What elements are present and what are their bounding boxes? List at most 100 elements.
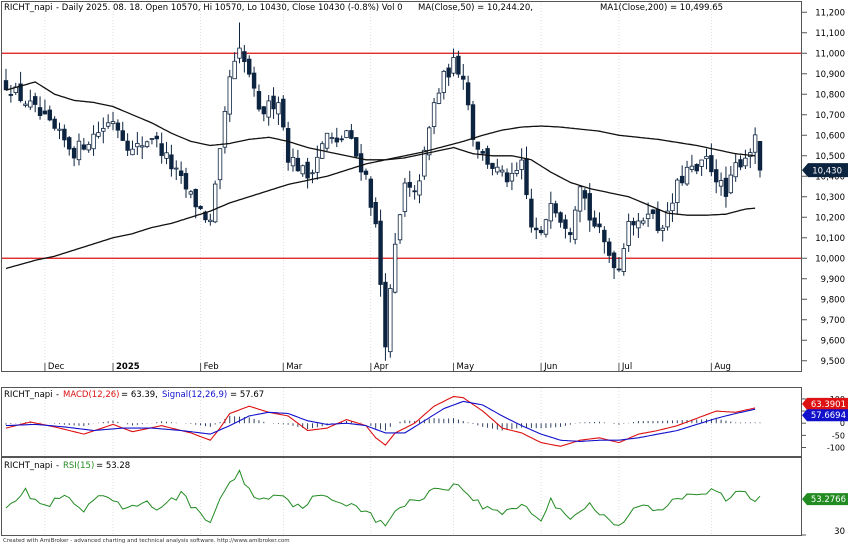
- price-ytick-label: 9,700: [821, 316, 845, 326]
- price-candle-body: [251, 72, 257, 89]
- price-candle-body: [577, 186, 583, 212]
- price-candle-body: [169, 154, 174, 170]
- price-candle-body: [417, 180, 422, 196]
- price-panel-frame: [1, 1, 802, 372]
- price-candle-body: [538, 229, 544, 234]
- price-ytick-label: 9,600: [821, 336, 845, 346]
- rsi-grid: [44, 458, 712, 535]
- price-candle-body: [626, 221, 631, 246]
- price-candle-body: [183, 173, 189, 190]
- price-candle-body: [553, 203, 558, 214]
- price-candle-body: [699, 159, 704, 167]
- macd-title-sep: -: [56, 390, 59, 400]
- price-ytick-label: 10,000: [815, 254, 845, 264]
- price-candle-body: [76, 140, 82, 161]
- price-ytick-label: 11,200: [815, 8, 845, 18]
- price-candle-body: [465, 82, 471, 106]
- price-candle-body: [650, 209, 656, 214]
- price-candle-body: [563, 219, 568, 229]
- price-candle-body: [422, 149, 427, 177]
- price-candle-body: [509, 172, 515, 182]
- price-ytick-label: 9,800: [821, 295, 845, 305]
- price-candle-body: [665, 210, 670, 228]
- price-candle-body: [485, 148, 490, 165]
- price-candle-body: [164, 152, 169, 159]
- macd-lines: [5, 395, 756, 447]
- price-candle-body: [514, 170, 519, 174]
- price-candle-body: [242, 51, 247, 63]
- macd-panel-frame: [1, 387, 802, 457]
- price-xtick-label: Jun: [543, 362, 557, 372]
- price-candle-body: [178, 170, 184, 177]
- rsi-y-axis: 30 53.2766: [802, 493, 848, 537]
- price-candle-body: [519, 159, 524, 170]
- macd-title-signal-value: = 57.67: [230, 390, 264, 400]
- macd-title-macd: MACD(12,26): [63, 390, 119, 400]
- price-candle-body: [91, 133, 96, 150]
- price-candle-body: [149, 138, 155, 140]
- price-candle-body: [344, 130, 349, 138]
- price-candle-body: [378, 220, 383, 285]
- price-candle-body: [135, 143, 140, 148]
- price-ytick-label: 10,600: [815, 131, 845, 141]
- price-candle-body: [427, 127, 432, 156]
- price-ytick-label: 10,700: [815, 111, 845, 121]
- signal-value-tag: [802, 409, 848, 422]
- price-x-axis: Dec 2025 Feb Mar Apr May Jun Jul Aug: [44, 362, 731, 372]
- price-candle-body: [212, 183, 218, 223]
- price-candle-body: [261, 106, 267, 115]
- last-price-tag: [802, 163, 848, 178]
- price-candle-body: [733, 162, 738, 178]
- price-candle-body: [714, 169, 719, 183]
- price-candle-body: [227, 76, 232, 115]
- price-candle-body: [728, 174, 734, 194]
- price-candle-body: [174, 167, 179, 170]
- price-ytick-label: 10,900: [815, 70, 845, 80]
- price-candle-body: [660, 227, 665, 231]
- price-ytick-label: 10,800: [815, 90, 845, 100]
- price-candle-body: [587, 193, 592, 221]
- price-candle-body: [295, 157, 301, 172]
- price-candle-body: [101, 128, 106, 132]
- price-ytick-label: 9,900: [821, 275, 845, 285]
- rsi-panel-frame: [1, 457, 802, 536]
- price-xtick-label: Apr: [374, 362, 389, 372]
- price-candle-body: [529, 198, 534, 228]
- price-candle-body: [694, 164, 699, 172]
- rsi-value-tag: [802, 493, 848, 506]
- price-candle-body: [470, 104, 476, 140]
- price-candle-body: [339, 138, 344, 141]
- price-candle-body: [363, 170, 369, 175]
- price-candle-body: [461, 75, 466, 80]
- price-candle-body: [397, 214, 403, 241]
- price-candle-body: [198, 205, 203, 209]
- price-candle-body: [704, 155, 709, 160]
- price-candle-body: [334, 137, 339, 143]
- price-candle-body: [42, 110, 48, 115]
- price-candle-body: [37, 107, 43, 117]
- price-candle-body: [144, 141, 150, 148]
- price-candle-body: [655, 208, 661, 231]
- rsi-lines: [5, 469, 761, 527]
- price-candle-body: [271, 95, 276, 110]
- rsi-title-sep: -: [56, 461, 59, 471]
- price-candle-body: [67, 137, 72, 150]
- price-candle-body: [402, 182, 408, 212]
- price-candle-body: [582, 190, 588, 199]
- price-ytick-label: 10,200: [815, 213, 845, 223]
- price-candle-body: [388, 288, 393, 353]
- price-candle-body: [23, 103, 28, 106]
- price-candle-body: [276, 102, 281, 115]
- price-candle-body: [621, 248, 626, 272]
- footer-credit: Created with AmiBroker - advanced charti…: [3, 538, 290, 544]
- price-candle-body: [709, 155, 714, 173]
- price-ytick-label: 10,400: [815, 172, 845, 182]
- price-moving-averages: [5, 81, 756, 270]
- price-candle-body: [315, 156, 320, 173]
- price-candle-body: [524, 158, 529, 196]
- price-title-ma50: MA(Close,50) = 10,244.20,: [418, 3, 533, 13]
- price-candle-body: [71, 147, 77, 159]
- price-ytick-label: 10,300: [815, 193, 845, 203]
